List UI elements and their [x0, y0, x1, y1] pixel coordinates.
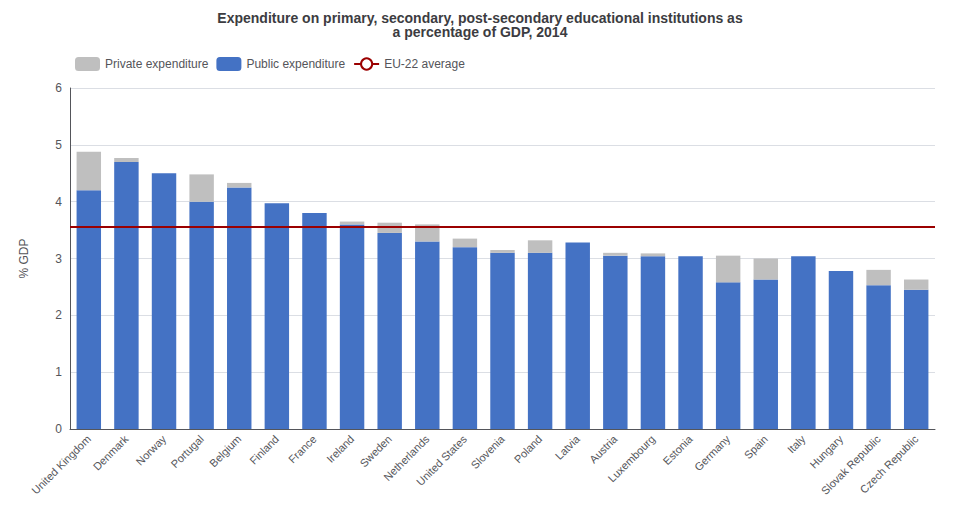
svg-text:Sweden: Sweden — [357, 433, 394, 470]
svg-text:Slovenia: Slovenia — [468, 432, 507, 471]
svg-text:1: 1 — [55, 365, 62, 379]
svg-text:Germany: Germany — [692, 432, 733, 473]
svg-text:Portugal: Portugal — [168, 433, 205, 470]
svg-text:Austria: Austria — [587, 432, 620, 465]
svg-text:Private expenditure: Private expenditure — [105, 57, 209, 71]
svg-text:Spain: Spain — [742, 433, 770, 461]
svg-text:Belgium: Belgium — [207, 433, 244, 470]
svg-text:United States: United States — [414, 432, 469, 487]
svg-text:Latvia: Latvia — [553, 432, 583, 462]
svg-text:Hungary: Hungary — [807, 432, 845, 470]
svg-text:3: 3 — [55, 252, 62, 266]
svg-text:Denmark: Denmark — [91, 432, 131, 472]
svg-text:6: 6 — [55, 81, 62, 95]
svg-text:Poland: Poland — [512, 433, 545, 466]
svg-text:Czech Republic: Czech Republic — [858, 432, 921, 495]
svg-text:0: 0 — [55, 422, 62, 436]
svg-text:% GDP: % GDP — [17, 238, 31, 278]
svg-text:EU-22 average: EU-22 average — [384, 57, 465, 71]
svg-text:United Kingdom: United Kingdom — [29, 433, 93, 497]
svg-text:Public expenditure: Public expenditure — [246, 57, 345, 71]
svg-text:Finland: Finland — [247, 433, 281, 467]
svg-text:Luxembourg: Luxembourg — [606, 433, 658, 485]
svg-text:Italy: Italy — [785, 432, 808, 455]
svg-text:Norway: Norway — [133, 432, 168, 467]
svg-text:Slovak Republic: Slovak Republic — [818, 432, 883, 497]
svg-text:5: 5 — [55, 138, 62, 152]
svg-text:Estonia: Estonia — [660, 432, 695, 467]
svg-text:a percentage of GDP, 2014: a percentage of GDP, 2014 — [393, 24, 568, 40]
svg-text:France: France — [286, 433, 319, 466]
svg-text:Ireland: Ireland — [324, 433, 356, 465]
svg-text:Netherlands: Netherlands — [381, 432, 432, 484]
svg-text:2: 2 — [55, 308, 62, 322]
svg-text:4: 4 — [55, 195, 62, 209]
svg-text:Expenditure on primary, second: Expenditure on primary, secondary, post-… — [217, 10, 743, 26]
